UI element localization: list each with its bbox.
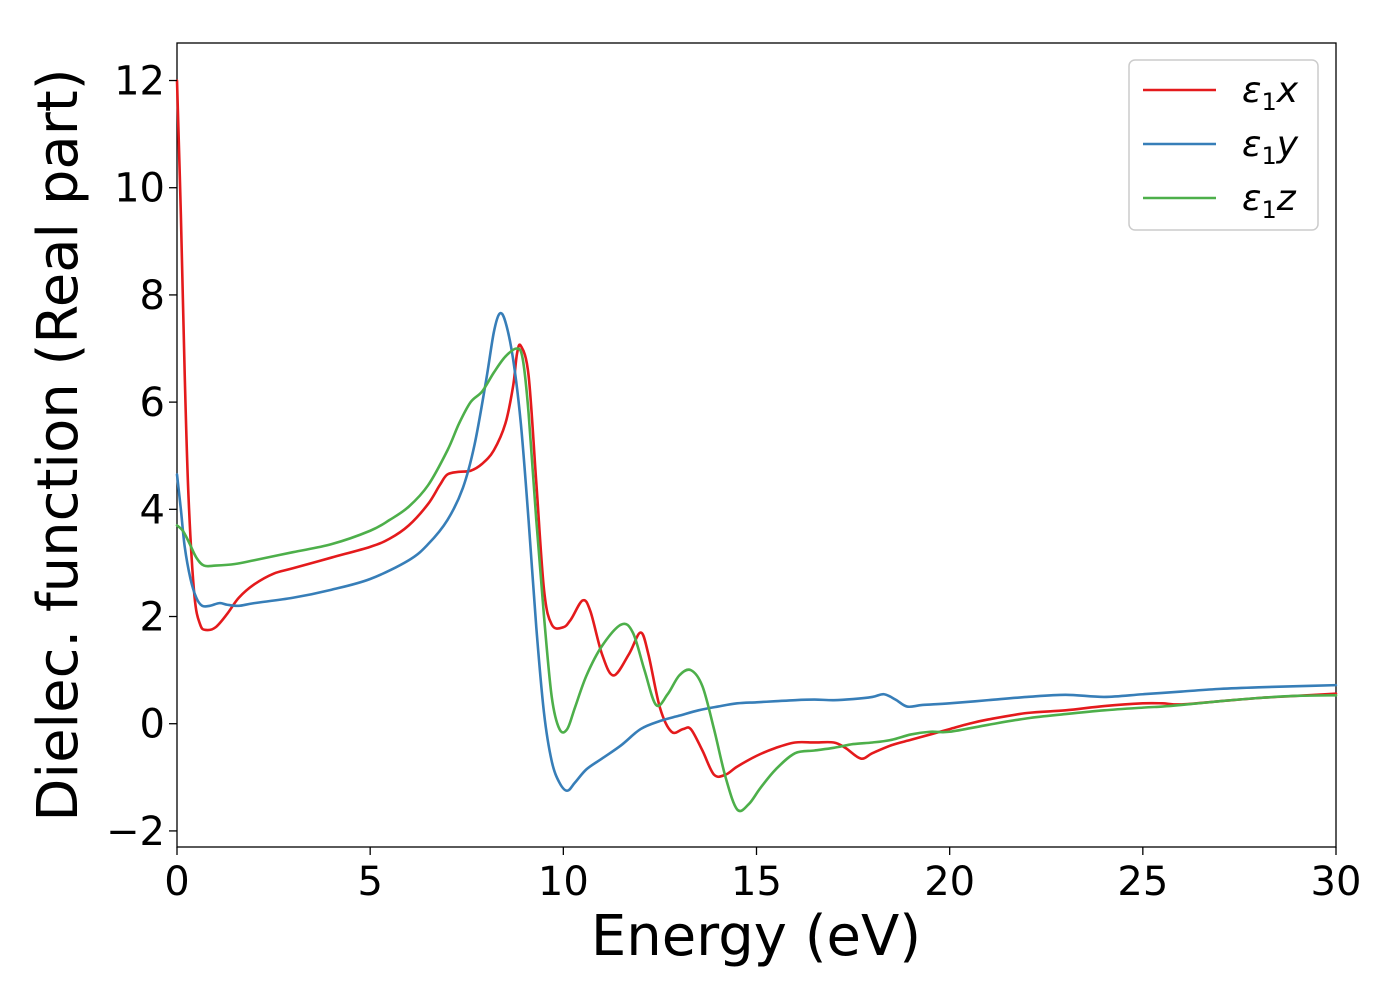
y-tick-label: 8 bbox=[140, 273, 165, 319]
series-group bbox=[175, 79, 1338, 813]
legend-box bbox=[1128, 59, 1319, 231]
x-tick-label: 0 bbox=[164, 859, 189, 905]
y-tick-label: 6 bbox=[140, 380, 165, 426]
y-tick-label: 10 bbox=[114, 166, 165, 212]
x-tick-label: 15 bbox=[731, 859, 782, 905]
series-line-y bbox=[175, 311, 1338, 793]
x-tick-label: 5 bbox=[357, 859, 382, 905]
legend: ε1x ε1y ε1z bbox=[1128, 59, 1319, 231]
y-tick-label: −2 bbox=[106, 809, 165, 855]
y-tick-label: 2 bbox=[140, 595, 165, 641]
x-tick-label: 10 bbox=[538, 859, 589, 905]
y-axis-label: Dielec. function (Real part) bbox=[26, 68, 91, 821]
legend-label-x: ε1x bbox=[1242, 70, 1299, 116]
series-line-x bbox=[175, 79, 1338, 779]
y-tick-label: 12 bbox=[114, 59, 165, 105]
x-axis-ticks: 0 5 10 15 20 25 30 bbox=[164, 847, 1361, 905]
x-axis-label: Energy (eV) bbox=[591, 904, 921, 969]
x-tick-label: 30 bbox=[1311, 859, 1362, 905]
y-axis-ticks: −2 0 2 4 6 8 10 12 bbox=[106, 59, 177, 855]
y-tick-label: 4 bbox=[140, 487, 165, 533]
legend-label-z: ε1z bbox=[1242, 178, 1297, 224]
legend-label-y: ε1y bbox=[1242, 124, 1299, 170]
x-tick-label: 25 bbox=[1117, 859, 1168, 905]
x-tick-label: 20 bbox=[924, 859, 975, 905]
series-line-z bbox=[175, 347, 1338, 813]
y-tick-label: 0 bbox=[140, 702, 165, 748]
